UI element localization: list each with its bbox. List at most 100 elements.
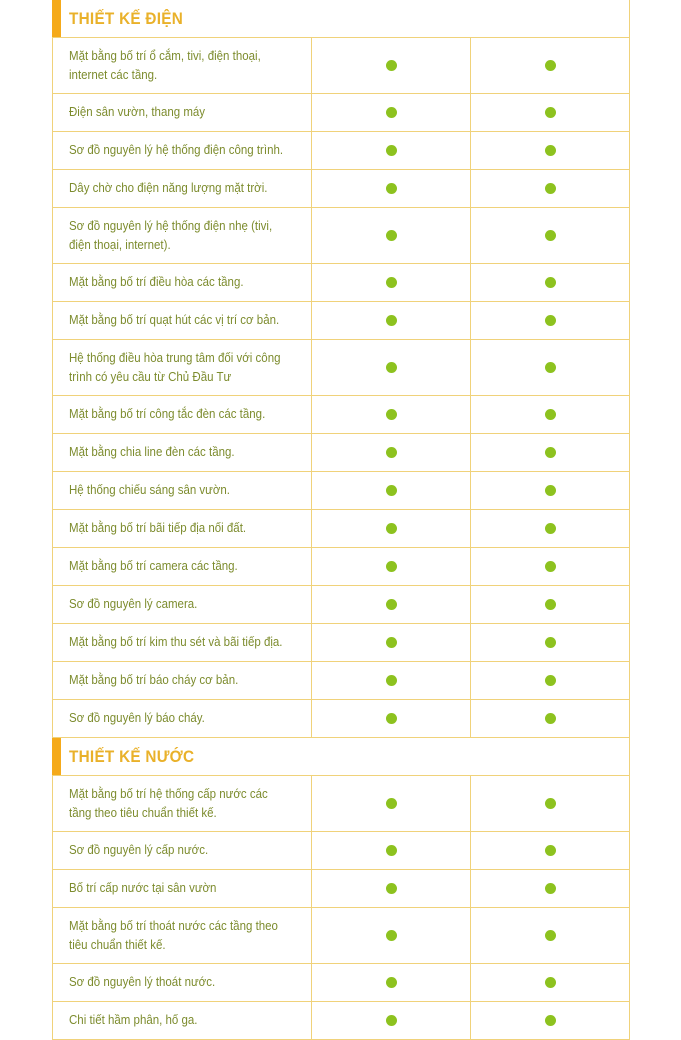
package-1-cell (312, 208, 471, 263)
package-1-cell (312, 700, 471, 737)
row-label: Điện sân vườn, thang máy (69, 105, 206, 119)
included-dot-icon (385, 599, 397, 610)
row-label: Sơ đồ nguyên lý thoát nước. (69, 975, 216, 989)
package-1-cell (312, 396, 471, 433)
row-label: Mặt bằng bố trí bãi tiếp địa nối đất. (69, 521, 247, 535)
package-1-cell (312, 132, 471, 169)
included-dot-icon (544, 930, 556, 941)
package-1-cell (312, 1002, 471, 1039)
section-header: THIẾT KẾ NƯỚC (52, 738, 629, 776)
included-dot-icon (544, 485, 556, 496)
table-row: Mặt bằng bố trí thoát nước các tầng theo… (53, 908, 629, 964)
package-1-cell (312, 94, 471, 131)
package-2-cell (471, 832, 629, 869)
package-1-cell (312, 586, 471, 623)
package-1-cell (312, 302, 471, 339)
table-row: Hệ thống điều hòa trung tâm đối với công… (53, 340, 629, 396)
table-row: Sơ đồ nguyên lý hệ thống điện nhẹ (tivi,… (53, 208, 629, 264)
row-label-cell: Mặt bằng bố trí camera các tầng. (53, 548, 312, 585)
included-dot-icon (544, 713, 556, 724)
table-row: Bố trí cấp nước tại sân vườn (53, 870, 629, 908)
included-dot-icon (385, 883, 397, 894)
design-scope-table: THIẾT KẾ ĐIỆN Mặt bằng bố trí ổ cắm, tivi… (52, 0, 630, 1040)
package-2-cell (471, 908, 629, 963)
row-label: Mặt bằng chia line đèn các tầng. (69, 445, 235, 459)
package-2-cell (471, 208, 629, 263)
package-1-cell (312, 776, 471, 831)
included-dot-icon (544, 977, 556, 988)
row-label-cell: Hệ thống chiếu sáng sân vườn. (53, 472, 312, 509)
row-label-cell: Sơ đồ nguyên lý thoát nước. (53, 964, 312, 1001)
included-dot-icon (385, 675, 397, 686)
package-2-cell (471, 548, 629, 585)
package-1-cell (312, 548, 471, 585)
table-row: Mặt bằng bố trí điều hòa các tầng. (53, 264, 629, 302)
row-label-cell: Điện sân vườn, thang máy (53, 94, 312, 131)
included-dot-icon (385, 930, 397, 941)
package-2-cell (471, 624, 629, 661)
row-label-cell: Mặt bằng bố trí hệ thống cấp nước các tầ… (53, 776, 312, 831)
included-dot-icon (385, 447, 397, 458)
row-label: Hệ thống chiếu sáng sân vườn. (69, 483, 231, 497)
included-dot-icon (544, 107, 556, 118)
included-dot-icon (385, 315, 397, 326)
row-label-cell: Bố trí cấp nước tại sân vườn (53, 870, 312, 907)
row-label: Mặt bằng bố trí hệ thống cấp nước các tầ… (69, 786, 268, 820)
included-dot-icon (385, 107, 397, 118)
included-dot-icon (385, 798, 397, 809)
table-row: Sơ đồ nguyên lý cấp nước. (53, 832, 629, 870)
included-dot-icon (544, 1015, 556, 1026)
included-dot-icon (544, 183, 556, 194)
row-label: Chi tiết hầm phân, hố ga. (69, 1013, 198, 1027)
row-label: Mặt bằng bố trí kim thu sét và bãi tiếp … (69, 635, 283, 649)
section-header: THIẾT KẾ ĐIỆN (52, 0, 629, 38)
row-label: Mặt bằng bố trí điều hòa các tầng. (69, 275, 244, 289)
row-label-cell: Mặt bằng bố trí thoát nước các tầng theo… (53, 908, 312, 963)
included-dot-icon (385, 277, 397, 288)
included-dot-icon (544, 798, 556, 809)
table-row: Mặt bằng bố trí công tắc đèn các tầng. (53, 396, 629, 434)
included-dot-icon (385, 713, 397, 724)
package-1-cell (312, 908, 471, 963)
row-label: Sơ đồ nguyên lý cấp nước. (69, 843, 209, 857)
table-row: Mặt bằng bố trí báo cháy cơ bản. (53, 662, 629, 700)
included-dot-icon (385, 183, 397, 194)
package-1-cell (312, 870, 471, 907)
package-2-cell (471, 264, 629, 301)
package-2-cell (471, 964, 629, 1001)
table-row: Mặt bằng bố trí camera các tầng. (53, 548, 629, 586)
table-row: Dây chờ cho điện năng lượng mặt trời. (53, 170, 629, 208)
package-2-cell (471, 38, 629, 93)
included-dot-icon (544, 277, 556, 288)
included-dot-icon (385, 637, 397, 648)
row-label-cell: Mặt bằng bố trí điều hòa các tầng. (53, 264, 312, 301)
row-label-cell: Sơ đồ nguyên lý báo cháy. (53, 700, 312, 737)
included-dot-icon (544, 561, 556, 572)
included-dot-icon (544, 362, 556, 373)
row-label: Mặt bằng bố trí thoát nước các tầng theo… (69, 918, 278, 952)
included-dot-icon (544, 845, 556, 856)
package-2-cell (471, 396, 629, 433)
included-dot-icon (544, 675, 556, 686)
table-row: Mặt bằng bố trí quạt hút các vị trí cơ b… (53, 302, 629, 340)
table-row: Sơ đồ nguyên lý báo cháy. (53, 700, 629, 738)
package-2-cell (471, 472, 629, 509)
included-dot-icon (544, 315, 556, 326)
included-dot-icon (385, 362, 397, 373)
accent-bar (52, 738, 61, 775)
row-label: Mặt bằng bố trí camera các tầng. (69, 559, 238, 573)
package-1-cell (312, 662, 471, 699)
section-title: THIẾT KẾ ĐIỆN (69, 8, 184, 28)
included-dot-icon (385, 60, 397, 71)
row-label-cell: Mặt bằng bố trí quạt hút các vị trí cơ b… (53, 302, 312, 339)
package-1-cell (312, 38, 471, 93)
row-label-cell: Mặt bằng chia line đèn các tầng. (53, 434, 312, 471)
row-label: Sơ đồ nguyên lý hệ thống điện nhẹ (tivi,… (69, 218, 273, 252)
row-label-cell: Sơ đồ nguyên lý camera. (53, 586, 312, 623)
package-2-cell (471, 1002, 629, 1039)
package-2-cell (471, 870, 629, 907)
package-1-cell (312, 434, 471, 471)
table-row: Sơ đồ nguyên lý camera. (53, 586, 629, 624)
package-2-cell (471, 94, 629, 131)
table-row: Sơ đồ nguyên lý thoát nước. (53, 964, 629, 1002)
